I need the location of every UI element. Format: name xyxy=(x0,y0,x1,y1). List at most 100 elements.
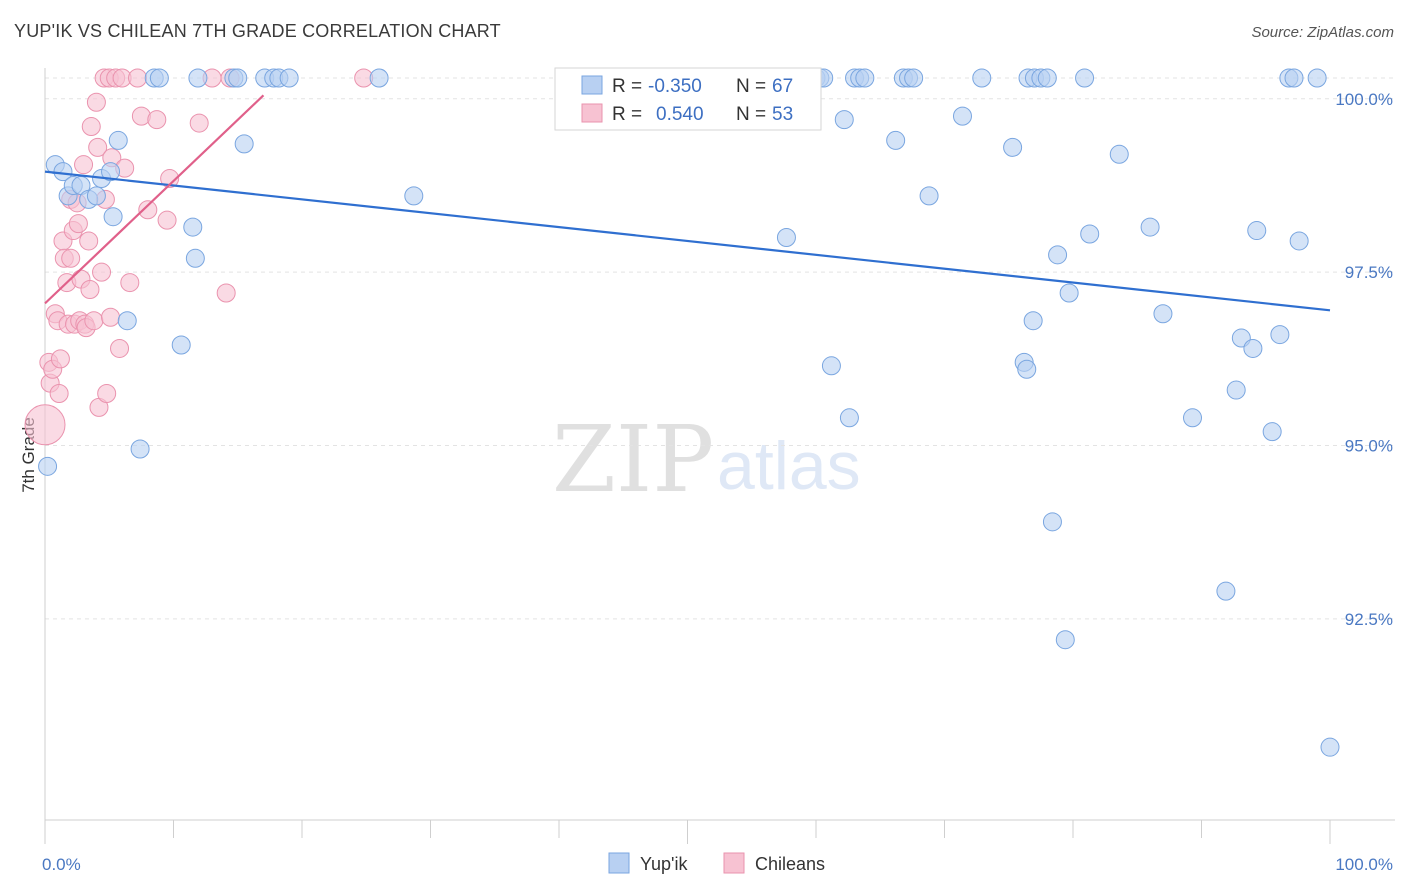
legend-n-label-chileans: N = xyxy=(736,104,766,125)
yupik-point xyxy=(1270,325,1290,345)
series-legend-swatch-yupik xyxy=(608,852,630,874)
yupik-point xyxy=(1247,221,1267,241)
x-tick-label: 100.0% xyxy=(1335,855,1393,874)
chileans-trend-line xyxy=(44,94,265,305)
chileans-point xyxy=(128,68,148,88)
yupik-point xyxy=(1075,68,1095,88)
chileans-point xyxy=(216,283,236,303)
yupik-point xyxy=(1284,68,1304,88)
chileans-point xyxy=(92,262,112,282)
y-tick-label: 97.5% xyxy=(1345,263,1393,282)
yupik-point xyxy=(855,68,875,88)
yupik-point xyxy=(1109,144,1129,164)
chileans-point xyxy=(84,311,104,331)
yupik-point xyxy=(952,106,972,126)
yupik-point xyxy=(776,227,796,247)
yupik-point xyxy=(972,68,992,88)
chileans-point xyxy=(138,200,158,220)
legend-r-value-yupik: -0.350 xyxy=(648,76,702,97)
yupik-point xyxy=(101,162,121,182)
yupik-point xyxy=(1048,245,1068,265)
yupik-point xyxy=(1262,422,1282,442)
yupik-point xyxy=(1055,630,1075,650)
yupik-point xyxy=(1140,217,1160,237)
yupik-point xyxy=(86,186,106,206)
yupik-point xyxy=(103,207,123,227)
chileans-point xyxy=(131,106,151,126)
chileans-point xyxy=(110,338,130,358)
chart-title: YUP'IK VS CHILEAN 7TH GRADE CORRELATION … xyxy=(14,21,501,41)
y-tick-label: 100.0% xyxy=(1335,90,1393,109)
chileans-point xyxy=(120,273,140,293)
yupik-point xyxy=(1307,68,1327,88)
legend-swatch-chileans xyxy=(581,103,603,123)
yupik-point xyxy=(1042,512,1062,532)
chileans-point xyxy=(50,349,70,369)
yupik-point xyxy=(279,68,299,88)
yupik-point xyxy=(1037,68,1057,88)
series-legend-swatch-chileans xyxy=(723,852,745,874)
watermark: ZIP atlas xyxy=(552,406,861,513)
yupik-point xyxy=(117,311,137,331)
legend-swatch-yupik xyxy=(581,75,603,95)
yupik-point xyxy=(839,408,859,428)
stats-legend: R = -0.350 N = 67 R = 0.540 N = 53 xyxy=(554,67,822,131)
yupik-point xyxy=(1320,737,1340,757)
series-legend-label-yupik: Yup'ik xyxy=(640,854,688,874)
chileans-point xyxy=(101,307,121,327)
yupik-point xyxy=(188,68,208,88)
chileans-point xyxy=(157,210,177,230)
chileans-points xyxy=(24,68,374,446)
y-tick-labels: 100.0% 97.5% 95.0% 92.5% xyxy=(1335,90,1393,629)
yupik-point xyxy=(130,439,150,459)
yupik-point xyxy=(919,186,939,206)
yupik-point xyxy=(1226,380,1246,400)
y-tick-label: 92.5% xyxy=(1345,610,1393,629)
yupik-point xyxy=(904,68,924,88)
yupik-point xyxy=(185,248,205,268)
chileans-point xyxy=(86,92,106,112)
yupik-point xyxy=(1023,311,1043,331)
yupik-point xyxy=(1059,283,1079,303)
yupik-point xyxy=(369,68,389,88)
legend-n-value-yupik: 67 xyxy=(772,76,793,97)
x-tick-labels: 0.0% 100.0% xyxy=(42,855,1393,874)
yupik-point xyxy=(234,134,254,154)
chileans-point xyxy=(61,248,81,268)
yupik-trend-line xyxy=(44,170,1331,312)
x-tick-label: 0.0% xyxy=(42,855,81,874)
yupik-point xyxy=(1017,359,1037,379)
chileans-point xyxy=(68,214,88,234)
chileans-point xyxy=(74,155,94,175)
legend-r-label-yupik: R = xyxy=(612,76,642,97)
yupik-point xyxy=(149,68,169,88)
chileans-point xyxy=(160,169,180,189)
yupik-point xyxy=(1289,231,1309,251)
series-legend: Yup'ik Chileans xyxy=(608,852,825,874)
chileans-point xyxy=(147,110,167,130)
chileans-point xyxy=(97,384,117,404)
chileans-point xyxy=(189,113,209,133)
yupik-point xyxy=(1080,224,1100,244)
trend-lines xyxy=(44,94,1331,312)
chileans-point xyxy=(80,280,100,300)
chileans-point xyxy=(79,231,99,251)
yupik-point xyxy=(1153,304,1173,324)
yupik-point xyxy=(404,186,424,206)
yupik-point xyxy=(38,456,58,476)
yupik-point xyxy=(834,110,854,130)
legend-n-label-yupik: N = xyxy=(736,76,766,97)
yupik-point xyxy=(108,130,128,150)
watermark-atlas: atlas xyxy=(717,428,861,504)
yupik-point xyxy=(183,217,203,237)
yupik-point xyxy=(886,130,906,150)
y-tick-label: 95.0% xyxy=(1345,437,1393,456)
chileans-point xyxy=(24,404,66,446)
chileans-point xyxy=(49,384,69,404)
yupik-point xyxy=(1216,581,1236,601)
yupik-point xyxy=(171,335,191,355)
legend-r-label-chileans: R = xyxy=(612,104,642,125)
yupik-point xyxy=(1183,408,1203,428)
source-credit: Source: ZipAtlas.com xyxy=(1251,24,1394,41)
